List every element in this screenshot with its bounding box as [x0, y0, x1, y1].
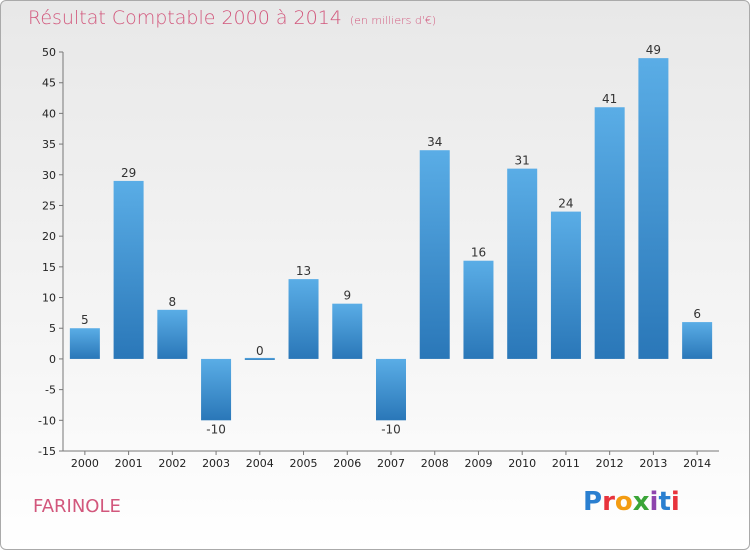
bar [594, 107, 625, 359]
x-tick-label: 2008 [421, 457, 449, 470]
bar [113, 180, 144, 359]
commune-name: FARINOLE [33, 496, 121, 517]
bar-value-label: 29 [121, 166, 136, 180]
logo-letter: P [583, 487, 603, 517]
bar-value-label: 8 [169, 295, 177, 309]
y-tick-label: 50 [42, 46, 56, 59]
x-tick-label: 2007 [377, 457, 405, 470]
bar-value-label: 31 [515, 154, 530, 168]
x-tick-label: 2004 [246, 457, 274, 470]
logo-letter: i [670, 487, 680, 517]
y-tick-label: 20 [42, 230, 56, 243]
chart-title: Résultat Comptable 2000 à 2014 (en millie… [28, 7, 436, 29]
y-tick-label: 0 [49, 353, 56, 366]
bar-value-label: -10 [206, 422, 226, 436]
bar-value-label: -10 [381, 422, 401, 436]
bar-value-label: 0 [256, 344, 264, 358]
chart-subtitle: (en milliers d'€) [349, 14, 437, 27]
bar [638, 58, 669, 359]
x-tick-label: 2012 [596, 457, 624, 470]
x-tick-label: 2009 [464, 457, 492, 470]
x-tick-label: 2002 [158, 457, 186, 470]
y-tick-label: 25 [42, 199, 56, 212]
bar [201, 358, 232, 421]
bar-value-label: 49 [646, 43, 661, 57]
bar-value-label: 16 [471, 246, 486, 260]
x-tick-label: 2001 [115, 457, 143, 470]
chart-bars [69, 58, 713, 421]
bar-value-label: 6 [693, 307, 701, 321]
logo-letter: i [649, 487, 659, 517]
y-tick-label: -10 [38, 414, 56, 427]
x-tick-label: 2010 [508, 457, 536, 470]
bar [244, 357, 275, 360]
y-tick-label: 35 [42, 138, 56, 151]
logo-letter: t [658, 487, 671, 517]
bar-value-label: 41 [602, 92, 617, 106]
bar [682, 322, 713, 359]
y-tick-label: 10 [42, 292, 56, 305]
y-tick-label: 40 [42, 107, 56, 120]
bar [69, 328, 100, 359]
y-tick-label: 30 [42, 169, 56, 182]
bar [463, 260, 494, 359]
x-tick-label: 2003 [202, 457, 230, 470]
bar [550, 211, 581, 359]
y-tick-label: 45 [42, 77, 56, 90]
x-tick-label: 2000 [71, 457, 99, 470]
bar [157, 309, 188, 359]
bar [376, 358, 406, 421]
bar [507, 168, 538, 359]
x-tick-label: 2011 [552, 457, 580, 470]
bar-value-label: 24 [558, 197, 573, 211]
y-tick-label: -5 [45, 384, 56, 397]
bar-value-label: 5 [81, 313, 89, 327]
chart-title-text: Résultat Comptable 2000 à 2014 [28, 7, 342, 29]
x-tick-label: 2014 [683, 457, 711, 470]
bar-value-label: 9 [343, 289, 351, 303]
logo-letter: o [614, 487, 633, 517]
chart-data-labels: 5 29 8 -10 0 13 9 -10 34 16 31 24 41 49 6 [81, 43, 701, 436]
proxiti-logo: Proxiti [583, 487, 680, 517]
bar [419, 150, 450, 359]
logo-letter: r [602, 487, 615, 517]
bar [288, 279, 319, 359]
bar [332, 303, 363, 359]
x-tick-label: 2005 [290, 457, 318, 470]
y-tick-label: 5 [49, 322, 56, 335]
y-tick-label: -15 [38, 445, 56, 458]
bar-value-label: 13 [296, 264, 311, 278]
x-tick-label: 2013 [639, 457, 667, 470]
bar-value-label: 34 [427, 135, 442, 149]
y-tick-label: 15 [42, 261, 56, 274]
logo-letter: x [632, 487, 650, 517]
x-tick-label: 2006 [333, 457, 361, 470]
